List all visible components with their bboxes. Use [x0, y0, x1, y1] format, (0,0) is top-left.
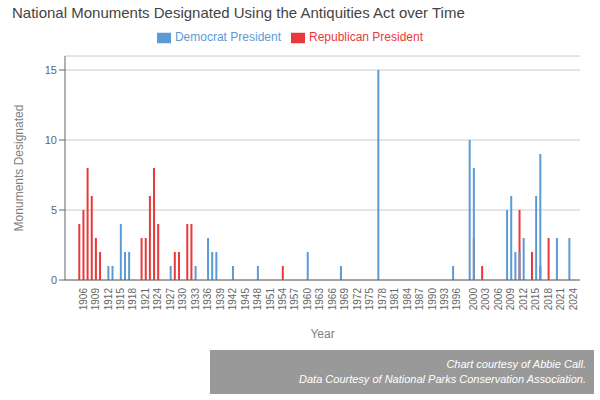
- svg-text:15: 15: [45, 64, 57, 76]
- svg-text:1984: 1984: [402, 288, 413, 311]
- svg-text:1939: 1939: [215, 288, 226, 311]
- svg-text:1927: 1927: [165, 288, 176, 311]
- svg-text:1978: 1978: [377, 288, 388, 311]
- svg-text:10: 10: [45, 134, 57, 146]
- svg-text:1948: 1948: [252, 288, 263, 311]
- svg-text:1909: 1909: [90, 288, 101, 311]
- svg-text:1915: 1915: [115, 288, 126, 311]
- svg-text:5: 5: [51, 204, 57, 216]
- svg-text:1960: 1960: [302, 288, 313, 311]
- svg-text:1951: 1951: [265, 288, 276, 311]
- html-text:Data Courtesy of National Park: Data Courtesy of National Parks Conserva…: [299, 373, 586, 385]
- svg-text:1993: 1993: [439, 288, 450, 311]
- svg-text:1975: 1975: [364, 288, 375, 311]
- svg-text:2012: 2012: [518, 288, 529, 311]
- svg-text:2021: 2021: [555, 288, 566, 311]
- svg-text:1930: 1930: [177, 288, 188, 311]
- svg-text:1990: 1990: [427, 288, 438, 311]
- svg-text:1933: 1933: [190, 288, 201, 311]
- svg-text:1918: 1918: [127, 288, 138, 311]
- svg-text:1957: 1957: [289, 288, 300, 311]
- html-text:Republican President: Republican President: [309, 30, 424, 44]
- svg-text:1942: 1942: [227, 288, 238, 311]
- svg-text:1945: 1945: [240, 288, 251, 311]
- svg-text:1963: 1963: [314, 288, 325, 311]
- svg-text:2018: 2018: [543, 288, 554, 311]
- svg-text:2006: 2006: [493, 288, 504, 311]
- html-text:National Monuments Designated: National Monuments Designated Using the …: [12, 4, 465, 21]
- svg-text:1936: 1936: [202, 288, 213, 311]
- svg-text:1906: 1906: [78, 288, 89, 311]
- svg-text:1996: 1996: [451, 288, 462, 311]
- svg-text:2009: 2009: [505, 288, 516, 311]
- svg-text:1954: 1954: [277, 288, 288, 311]
- svg-text:2003: 2003: [480, 288, 491, 311]
- svg-text:1969: 1969: [339, 288, 350, 311]
- svg-text:Monuments Designated: Monuments Designated: [12, 105, 26, 232]
- svg-text:1987: 1987: [414, 288, 425, 311]
- svg-text:Year: Year: [310, 327, 334, 341]
- svg-text:1924: 1924: [152, 288, 163, 311]
- svg-text:1921: 1921: [140, 288, 151, 311]
- svg-text:1912: 1912: [103, 288, 114, 311]
- svg-text:1981: 1981: [389, 288, 400, 311]
- svg-text:2024: 2024: [568, 288, 579, 311]
- svg-text:2015: 2015: [530, 288, 541, 311]
- svg-text:1972: 1972: [352, 288, 363, 311]
- svg-text:1966: 1966: [327, 288, 338, 311]
- svg-text:2000: 2000: [468, 288, 479, 311]
- html-text:Chart courtesy of Abbie Call.: Chart courtesy of Abbie Call.: [446, 358, 586, 370]
- html-text:Democrat President: Democrat President: [174, 30, 281, 44]
- svg-text:0: 0: [51, 274, 57, 286]
